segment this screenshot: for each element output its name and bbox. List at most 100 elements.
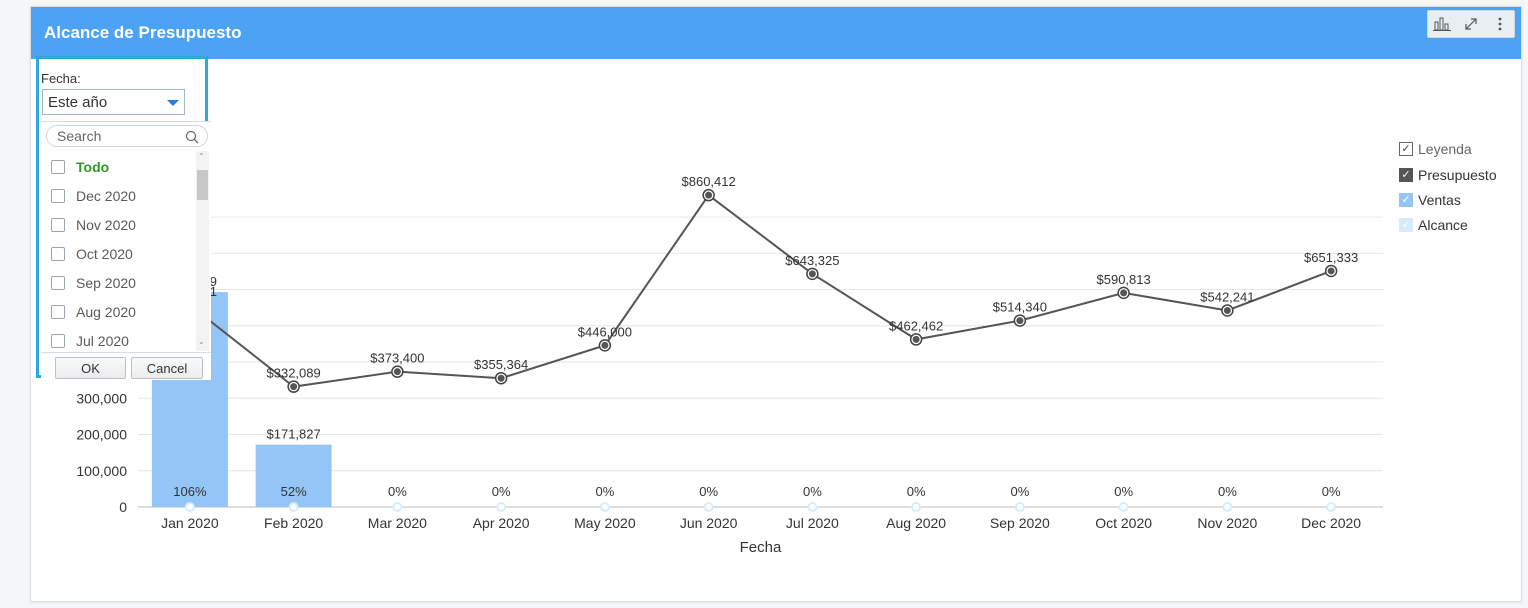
presupuesto-data-label: $446,000 bbox=[578, 324, 632, 339]
checkmark-icon: ✓ bbox=[1399, 193, 1413, 207]
presupuesto-data-label: $590,813 bbox=[1097, 272, 1151, 287]
date-filter-label: Fecha: bbox=[41, 71, 81, 86]
search-placeholder: Search bbox=[57, 128, 102, 144]
bar-data-label: $171,827 bbox=[267, 427, 321, 442]
option-label: Todo bbox=[76, 159, 110, 175]
legend-item-presupuesto[interactable]: ✓ Presupuesto bbox=[1399, 166, 1497, 184]
chart-type-icon[interactable] bbox=[1430, 12, 1454, 36]
x-tick-label: Jul 2020 bbox=[786, 515, 839, 531]
alcance-data-label: 0% bbox=[1114, 484, 1133, 499]
legend-label: Presupuesto bbox=[1418, 167, 1497, 183]
date-filter-select[interactable]: Este año bbox=[42, 89, 185, 115]
alcance-data-label: 0% bbox=[595, 484, 614, 499]
presupuesto-data-label: $332,089 bbox=[267, 366, 321, 381]
alcance-data-label: 0% bbox=[907, 484, 926, 499]
x-tick-label: Jun 2020 bbox=[680, 515, 738, 531]
option-item[interactable]: Oct 2020 bbox=[51, 243, 133, 265]
checkbox[interactable] bbox=[51, 189, 65, 203]
y-tick-label: 300,000 bbox=[76, 390, 127, 406]
x-tick-label: Mar 2020 bbox=[368, 515, 427, 531]
option-item[interactable]: Jul 2020 bbox=[51, 330, 129, 352]
presupuesto-data-label: $514,340 bbox=[993, 300, 1047, 315]
date-filter-dropdown: Search Todo Dec 2020 Nov 2020 Oct 2020 S… bbox=[41, 121, 211, 380]
alcance-point bbox=[703, 502, 714, 512]
option-label: Nov 2020 bbox=[76, 217, 136, 233]
date-filter-panel: Fecha: Este año Search Todo Dec 2020 Nov… bbox=[36, 56, 211, 380]
x-tick-label: Aug 2020 bbox=[886, 515, 946, 531]
alcance-point bbox=[599, 502, 610, 512]
option-item[interactable]: Sep 2020 bbox=[51, 272, 136, 294]
alcance-data-label: 0% bbox=[492, 484, 511, 499]
y-tick-label: 200,000 bbox=[76, 427, 127, 443]
expand-icon[interactable] bbox=[1459, 12, 1483, 36]
widget-toolbar bbox=[1427, 10, 1515, 38]
checkbox[interactable] bbox=[51, 247, 65, 261]
x-tick-label: Jan 2020 bbox=[161, 515, 219, 531]
presupuesto-point bbox=[912, 335, 920, 343]
search-input[interactable]: Search bbox=[46, 125, 208, 147]
cancel-button[interactable]: Cancel bbox=[131, 357, 203, 379]
alcance-data-label: 106% bbox=[173, 484, 207, 499]
chevron-up-icon[interactable]: ⌃ bbox=[198, 152, 205, 161]
y-tick-label: 100,000 bbox=[76, 463, 127, 479]
x-tick-label: Nov 2020 bbox=[1197, 515, 1257, 531]
widget-title: Alcance de Presupuesto bbox=[44, 23, 242, 42]
presupuesto-point bbox=[808, 270, 816, 278]
checkbox[interactable] bbox=[51, 334, 65, 348]
checkbox[interactable] bbox=[51, 160, 65, 174]
x-axis-title: Fecha bbox=[740, 539, 782, 556]
option-label: Jul 2020 bbox=[76, 333, 129, 349]
checkbox[interactable] bbox=[51, 276, 65, 290]
alcance-point bbox=[911, 502, 922, 512]
alcance-point bbox=[1326, 502, 1337, 512]
presupuesto-point bbox=[497, 374, 505, 382]
alcance-point bbox=[1222, 502, 1233, 512]
x-tick-label: Oct 2020 bbox=[1095, 515, 1152, 531]
ok-button[interactable]: OK bbox=[55, 357, 126, 379]
alcance-point bbox=[496, 502, 507, 512]
legend-toggle[interactable]: ✓ Leyenda bbox=[1399, 140, 1472, 158]
x-tick-label: Dec 2020 bbox=[1301, 515, 1361, 531]
option-item[interactable]: Nov 2020 bbox=[51, 214, 136, 236]
alcance-data-label: 0% bbox=[388, 484, 407, 499]
option-label: Sep 2020 bbox=[76, 275, 136, 291]
presupuesto-point bbox=[601, 341, 609, 349]
date-filter-value: Este año bbox=[48, 94, 108, 111]
x-tick-label: May 2020 bbox=[574, 515, 636, 531]
x-tick-label: Sep 2020 bbox=[990, 515, 1050, 531]
alcance-data-label: 52% bbox=[281, 484, 307, 499]
dropdown-button-bar: OK Cancel bbox=[41, 352, 211, 381]
alcance-data-label: 0% bbox=[699, 484, 718, 499]
alcance-data-label: 0% bbox=[803, 484, 822, 499]
chevron-down-icon bbox=[167, 100, 179, 106]
legend-item-ventas[interactable]: ✓ Ventas bbox=[1399, 191, 1461, 209]
presupuesto-data-label: $860,412 bbox=[682, 174, 736, 189]
scrollbar-thumb[interactable] bbox=[197, 170, 208, 200]
legend-title: Leyenda bbox=[1418, 141, 1472, 157]
checkmark-icon: ✓ bbox=[1399, 142, 1413, 156]
presupuesto-point bbox=[290, 383, 298, 391]
presupuesto-point bbox=[1016, 317, 1024, 325]
option-label: Oct 2020 bbox=[76, 246, 133, 262]
chevron-down-icon[interactable]: ⌄ bbox=[198, 337, 205, 346]
legend-item-alcance[interactable]: ✓ Alcance bbox=[1399, 216, 1468, 234]
option-todo[interactable]: Todo bbox=[51, 156, 109, 178]
option-item[interactable]: Dec 2020 bbox=[51, 185, 136, 207]
checkbox[interactable] bbox=[51, 305, 65, 319]
legend-label: Ventas bbox=[1418, 192, 1461, 208]
alcance-data-label: 0% bbox=[1010, 484, 1029, 499]
alcance-point bbox=[1118, 502, 1129, 512]
option-scrollbar[interactable]: ⌃ ⌄ bbox=[196, 151, 209, 351]
alcance-point bbox=[184, 502, 195, 512]
x-tick-label: Apr 2020 bbox=[473, 515, 530, 531]
alcance-point bbox=[807, 502, 818, 512]
more-options-icon[interactable] bbox=[1488, 12, 1512, 36]
checkbox[interactable] bbox=[51, 218, 65, 232]
presupuesto-data-label: $355,364 bbox=[474, 357, 528, 372]
presupuesto-point bbox=[1120, 289, 1128, 297]
presupuesto-line bbox=[189, 193, 1332, 388]
presupuesto-point bbox=[1327, 267, 1335, 275]
option-item[interactable]: Aug 2020 bbox=[51, 301, 136, 323]
presupuesto-data-label: $542,241 bbox=[1200, 289, 1254, 304]
